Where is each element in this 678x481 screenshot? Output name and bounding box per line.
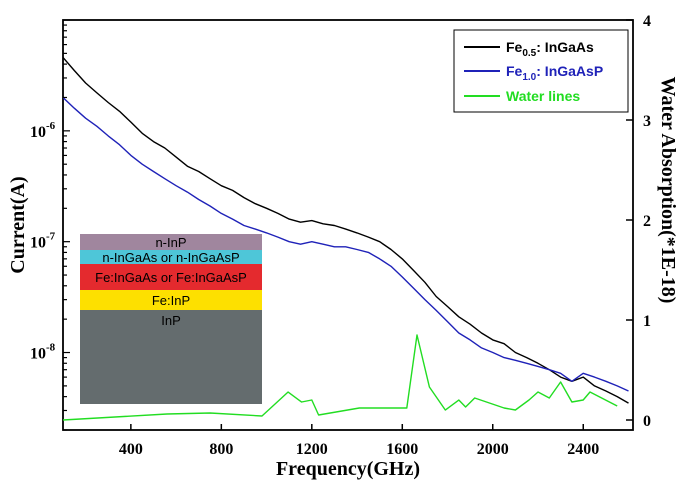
x-axis-title: Frequency(GHz) [276,458,420,480]
inset-layer: n-InP [80,234,262,250]
x-tick-label: 2400 [567,441,599,458]
inset-layer-label: Fe:InGaAs or Fe:InGaAsP [95,270,247,285]
x-tick-label: 1600 [386,441,418,458]
legend-label: Water lines [506,88,580,104]
inset-layer-rect [80,264,262,290]
series-group [63,56,629,421]
y-right-tick-label: 4 [643,13,651,30]
inset-layer: Fe:InP [80,290,262,310]
y-left-tick-labels: 10-6 10-7 10-8 [30,120,56,363]
inset-layer-rect [80,290,262,310]
y-right-tick-label: 2 [643,213,651,230]
x-tick-label: 1200 [296,441,328,458]
y-left-tick-label: 10-6 [30,120,56,141]
x-tick-label: 2000 [477,441,509,458]
inset-layer-rect [80,310,262,404]
legend-label: Fe0.5: InGaAs [506,39,594,59]
series-fe10-ingaasp-line [63,96,629,392]
y-left-tick-label: 10-7 [30,231,56,252]
series-water-lines-line [63,334,618,421]
y-right-tick-label: 0 [643,413,651,430]
series-fe05-ingaas-line [63,56,629,404]
inset-layer-rect [80,250,262,264]
y-left-tick-label: 10-8 [30,342,56,363]
legend-label: Fe1.0: InGaAsP [506,63,603,83]
inset-layer-rect [80,234,262,250]
axis-ticks [63,19,633,431]
inset-layer-label: Fe:InP [152,293,190,308]
x-tick-label: 400 [119,441,143,458]
x-tick-labels: 400 800 1200 1600 2000 2400 [119,441,599,458]
inset-layer-label: n-InP [155,235,186,250]
inset-layer: InP [80,310,262,404]
inset-layer: n-InGaAs or n-InGaAsP [80,250,262,265]
y-right-tick-label: 3 [643,113,651,130]
x-tick-label: 800 [209,441,233,458]
y-right-tick-labels: 0 1 2 3 4 [643,13,651,430]
legend: Fe0.5: InGaAs Fe1.0: InGaAsP Water lines [453,29,629,113]
inset-layer-label: n-InGaAs or n-InGaAsP [102,250,239,265]
inset-layer: Fe:InGaAs or Fe:InGaAsP [80,264,262,290]
y-right-tick-label: 1 [643,313,651,330]
inset-layer-label: InP [161,313,181,328]
y-right-axis-title: Water Absorption(*1E-18) [657,77,678,304]
y-left-axis-title: Current(A) [7,176,29,273]
